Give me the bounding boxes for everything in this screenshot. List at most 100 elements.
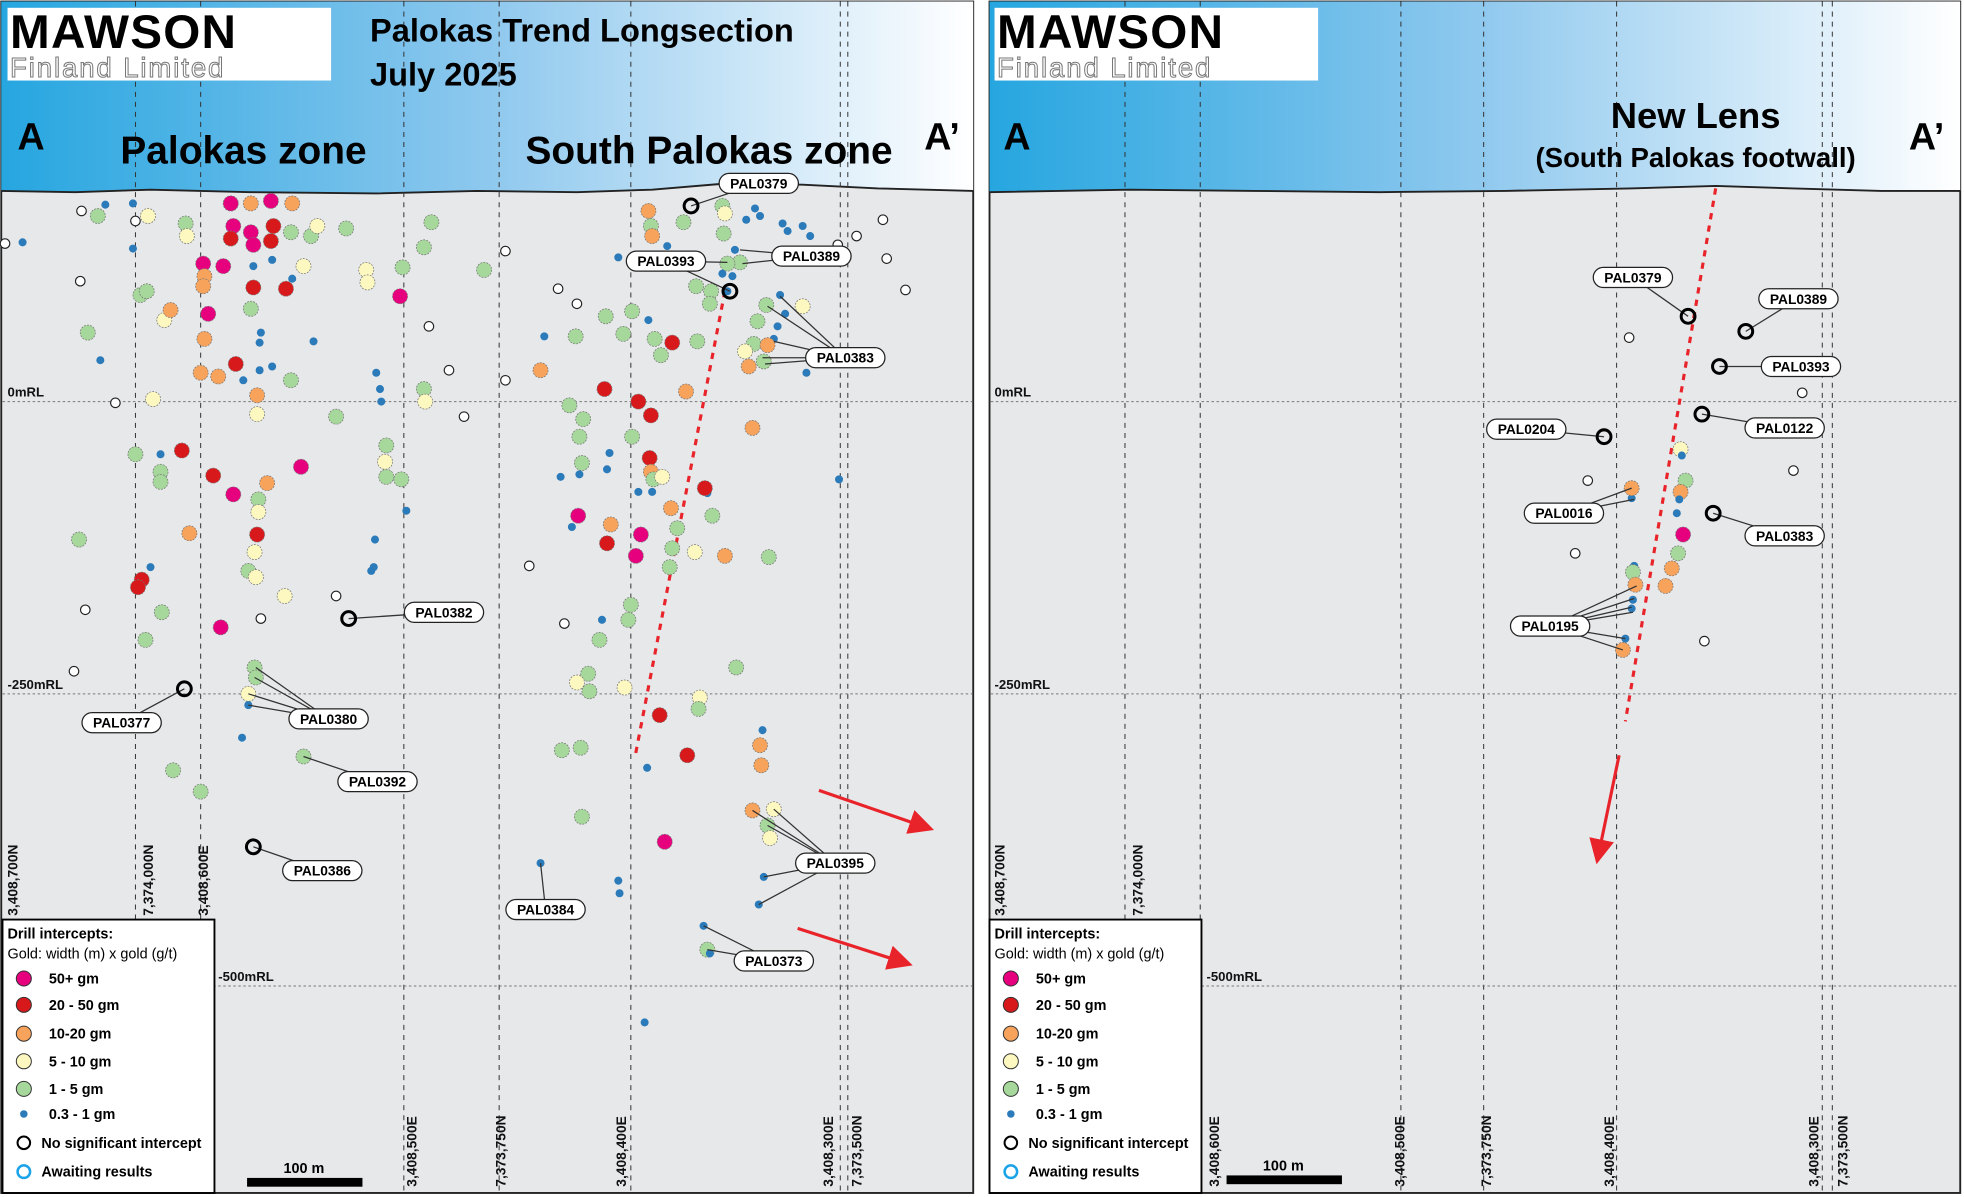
hole-label-box: [1744, 525, 1825, 547]
legend-item: 5 - 10 gm: [15, 1053, 111, 1070]
hole-id-label[interactable]: PAL0389: [1770, 292, 1828, 307]
hole-id-label[interactable]: PAL0389: [783, 249, 841, 264]
drillhole-callout[interactable]: PAL0379: [682, 172, 800, 215]
hole-id-label[interactable]: PAL0384: [517, 903, 575, 918]
drillhole-callout[interactable]: PAL0377: [81, 680, 193, 734]
hole-id-label[interactable]: PAL0386: [294, 864, 352, 879]
intercept-0.3-1-marker: [644, 316, 653, 325]
hole-label-box: [771, 245, 852, 267]
intercept-0.3-1-marker: [781, 309, 790, 318]
hole-id-label[interactable]: PAL0204: [1498, 422, 1556, 437]
drillhole-callout[interactable]: PAL0016: [1523, 487, 1635, 524]
intercept-1-5-marker: [283, 372, 299, 389]
hole-id-label[interactable]: PAL0122: [1756, 421, 1814, 436]
no-significant-marker: [68, 665, 80, 677]
hole-id-label[interactable]: PAL0379: [730, 176, 788, 191]
hole-label-box: [1744, 417, 1825, 439]
hole-label-box: [1486, 418, 1567, 440]
drillhole-callout[interactable]: PAL0195: [1509, 585, 1637, 651]
intercept-1-5-marker: [567, 328, 584, 345]
intercept-0.3-1-marker: [101, 200, 110, 209]
hole-id-label[interactable]: PAL0393: [1772, 359, 1830, 374]
intercept-10-20-marker: [532, 362, 549, 379]
no-significant-hole-marker: [1704, 504, 1722, 522]
intercept-5-10-marker: [359, 274, 376, 291]
drillhole-callout[interactable]: PAL0393: [1711, 355, 1842, 378]
intercept-5-10-marker: [794, 298, 811, 315]
hole-label-box: [733, 950, 815, 972]
rl-label: -500mRL: [1206, 969, 1262, 984]
intercept-0.3-1-marker: [239, 376, 248, 385]
surface-line: [1, 182, 974, 195]
drillhole-callout[interactable]: PAL0392: [303, 755, 418, 793]
intercept-1-5-marker: [393, 471, 410, 488]
drillhole-callout[interactable]: PAL0204: [1486, 418, 1613, 446]
drillhole-callout[interactable]: PAL0386: [244, 838, 363, 882]
hole-id-label[interactable]: PAL0379: [1604, 270, 1662, 285]
hole-id-label[interactable]: PAL0393: [637, 254, 695, 269]
hole-id-label[interactable]: PAL0195: [1522, 619, 1580, 634]
intercept-0.3-1-marker: [128, 199, 137, 208]
section-start-label: A: [18, 116, 45, 158]
intercept-0.3-1-marker: [783, 227, 792, 236]
no-significant-marker: [0, 238, 11, 249]
hole-id-label[interactable]: PAL0373: [745, 954, 803, 969]
coordinate-label: 3,408,700N: [993, 844, 1008, 915]
drillhole-callout[interactable]: PAL0122: [1693, 405, 1825, 439]
legend-item: 20 - 50 gm: [15, 996, 119, 1014]
hole-id-label[interactable]: PAL0383: [1756, 529, 1814, 544]
hole-id-label[interactable]: PAL0383: [817, 351, 875, 366]
drillhole-callout[interactable]: PAL0383: [762, 295, 886, 369]
drillhole-callout[interactable]: PAL0382: [340, 601, 485, 627]
intercept-0.3-1-marker: [1672, 509, 1681, 518]
svg-text:Finland Limited: Finland Limited: [997, 52, 1212, 83]
intercept-10-20-marker: [1663, 560, 1680, 577]
legend-item: No significant intercept: [1003, 1135, 1189, 1152]
no-significant-marker: [1569, 548, 1581, 559]
intercept-1-5-marker: [689, 333, 706, 350]
intercept-50plus-marker: [245, 236, 262, 253]
drillhole-callout[interactable]: PAL0389: [1737, 288, 1839, 340]
intercept-10-20-marker: [744, 420, 761, 436]
drillhole-callout[interactable]: PAL0384: [505, 863, 586, 921]
plunge-arrow: [797, 926, 913, 970]
hole-id-label[interactable]: PAL0380: [300, 712, 358, 727]
intercept-0.3-1-marker: [750, 204, 760, 213]
hole-id-label[interactable]: PAL0392: [349, 775, 407, 790]
drillhole-callout[interactable]: PAL0395: [752, 808, 876, 906]
legend-swatch: [16, 1135, 32, 1151]
coordinate-label: 3,408,400E: [1602, 1116, 1617, 1187]
intercept-1-5-marker: [758, 297, 775, 313]
no-significant-hole-marker: [244, 838, 262, 856]
intercept-10-20-marker: [678, 383, 694, 400]
intercept-0.3-1-marker: [778, 219, 787, 228]
drillhole-callout[interactable]: PAL0393: [625, 250, 739, 300]
intercept-1-5-marker: [127, 446, 144, 463]
intercept-20-50-marker: [599, 535, 615, 552]
intercept-1-5-marker: [571, 428, 588, 445]
hole-id-label[interactable]: PAL0016: [1535, 506, 1593, 521]
hole-id-label[interactable]: PAL0382: [415, 605, 473, 620]
intercept-20-50-marker: [664, 334, 681, 351]
intercept-10-20-marker: [602, 516, 619, 533]
plunge-arrow: [818, 788, 934, 834]
section-end-label: A’: [1909, 116, 1945, 158]
hole-label-box: [403, 601, 485, 623]
intercept-0.3-1-marker: [798, 222, 807, 231]
intercept-5-10-marker: [377, 453, 393, 470]
svg-text:MAWSON: MAWSON: [10, 6, 237, 59]
no-significant-marker: [552, 283, 564, 295]
drillhole-callout[interactable]: PAL0389: [739, 245, 852, 267]
drillhole-callout[interactable]: PAL0373: [703, 925, 815, 972]
drillhole-callout[interactable]: PAL0383: [1704, 504, 1825, 547]
intercept-0.3-1-marker: [1621, 634, 1630, 643]
hole-label-box: [1758, 288, 1839, 310]
drillhole-callout[interactable]: PAL0380: [248, 666, 369, 730]
drillhole-callout[interactable]: PAL0379: [1592, 266, 1697, 325]
hole-id-label[interactable]: PAL0395: [807, 856, 865, 871]
legend-subtitle: Gold: width (m) x gold (g/t): [995, 946, 1165, 962]
intercept-0.3-1-marker: [268, 362, 277, 371]
intercept-0.3-1-marker: [255, 366, 264, 375]
hole-id-label[interactable]: PAL0377: [93, 716, 151, 731]
intercept-1-5-marker: [423, 214, 440, 231]
